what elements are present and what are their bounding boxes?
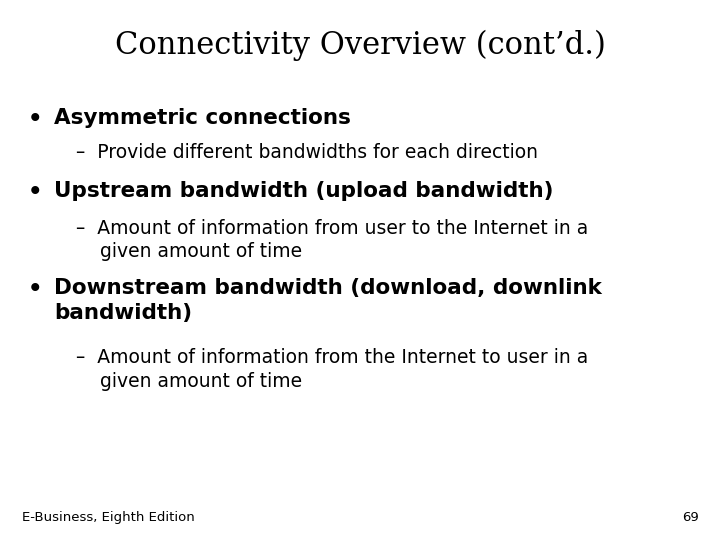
Text: –  Amount of information from the Internet to user in a
    given amount of time: – Amount of information from the Interne… [76,348,588,391]
Text: •: • [27,108,42,131]
Text: –  Provide different bandwidths for each direction: – Provide different bandwidths for each … [76,143,538,162]
Text: Upstream bandwidth (upload bandwidth): Upstream bandwidth (upload bandwidth) [54,181,554,201]
Text: Downstream bandwidth (download, downlink
bandwidth): Downstream bandwidth (download, downlink… [54,278,602,323]
Text: –  Amount of information from user to the Internet in a
    given amount of time: – Amount of information from user to the… [76,219,588,261]
Text: Connectivity Overview (cont’d.): Connectivity Overview (cont’d.) [114,30,606,61]
Text: 69: 69 [682,511,698,524]
Text: •: • [27,278,42,301]
Text: E-Business, Eighth Edition: E-Business, Eighth Edition [22,511,194,524]
Text: Asymmetric connections: Asymmetric connections [54,108,351,128]
Text: •: • [27,181,42,204]
